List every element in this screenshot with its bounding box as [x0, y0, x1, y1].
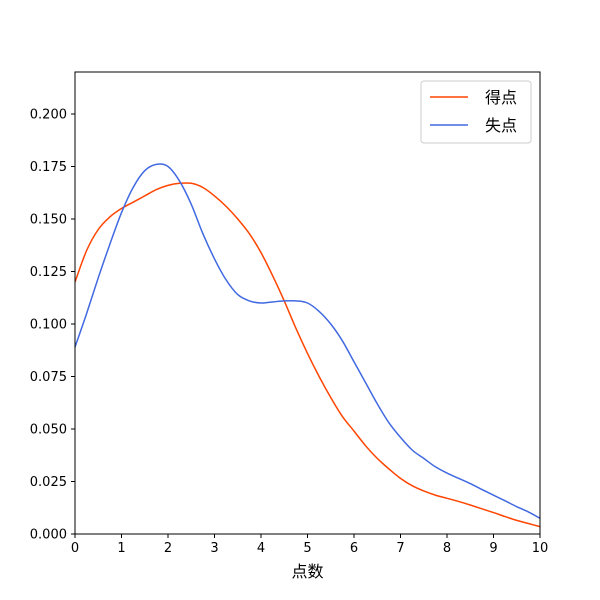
y-tick-label: 0.175	[30, 160, 67, 175]
x-tick-label: 9	[489, 541, 497, 556]
x-tick-label: 2	[164, 541, 172, 556]
x-tick-label: 4	[257, 541, 265, 556]
y-tick-label: 0.000	[30, 528, 67, 543]
x-tick-label: 0	[71, 541, 79, 556]
x-axis-title: 点数	[291, 562, 323, 581]
legend-label-1: 得点	[485, 88, 517, 107]
x-tick-label: 5	[303, 541, 311, 556]
y-axis: 0.000 0.025 0.050 0.075 0.100 0.125 0.150 0.175…	[30, 108, 75, 543]
x-tick-label: 6	[350, 541, 358, 556]
x-axis: 0 1 2 3 4 5 6 7 8 9 10	[71, 534, 548, 556]
x-tick-label: 1	[117, 541, 125, 556]
y-tick-label: 0.200	[30, 108, 67, 123]
x-tick-label: 8	[443, 541, 451, 556]
y-tick-label: 0.075	[30, 370, 67, 385]
y-tick-label: 0.125	[30, 265, 67, 280]
series-line-2	[74, 163, 541, 519]
series-line-1	[74, 182, 541, 528]
y-tick-label: 0.050	[30, 423, 67, 438]
y-tick-label: 0.025	[30, 475, 67, 490]
x-tick-label: 10	[532, 541, 549, 556]
legend-label-2: 失点	[485, 116, 517, 135]
y-tick-label: 0.100	[30, 318, 67, 333]
x-tick-label: 3	[210, 541, 218, 556]
series-layer	[74, 163, 541, 528]
x-tick-label: 7	[396, 541, 404, 556]
y-tick-label: 0.150	[30, 213, 67, 228]
